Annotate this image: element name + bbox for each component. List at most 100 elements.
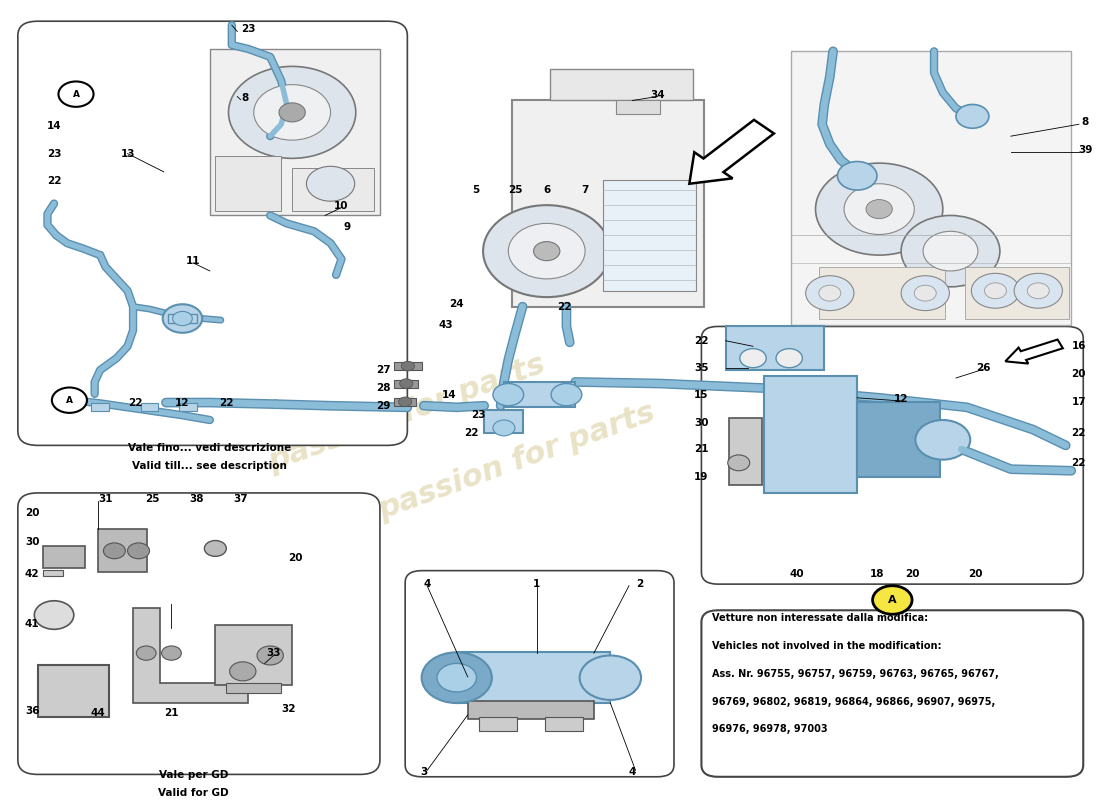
Bar bbox=[216, 626, 293, 685]
Bar bbox=[512, 101, 704, 306]
Circle shape bbox=[805, 276, 854, 310]
Circle shape bbox=[103, 543, 125, 558]
Bar bbox=[98, 529, 147, 572]
Circle shape bbox=[52, 387, 87, 413]
Bar bbox=[791, 51, 1071, 325]
Circle shape bbox=[163, 304, 202, 333]
Circle shape bbox=[901, 215, 1000, 287]
Circle shape bbox=[128, 543, 150, 558]
Circle shape bbox=[398, 397, 411, 406]
Text: 22: 22 bbox=[47, 176, 62, 186]
Text: 13: 13 bbox=[120, 149, 135, 158]
Bar bbox=[216, 156, 282, 211]
Bar bbox=[616, 100, 660, 114]
Polygon shape bbox=[133, 608, 249, 703]
Text: 44: 44 bbox=[90, 708, 106, 718]
Circle shape bbox=[254, 85, 331, 140]
Text: 21: 21 bbox=[694, 444, 708, 454]
Circle shape bbox=[866, 199, 892, 218]
Bar bbox=[484, 410, 522, 434]
Bar bbox=[210, 49, 380, 215]
Text: 32: 32 bbox=[282, 704, 296, 714]
Bar bbox=[227, 683, 282, 693]
Bar bbox=[293, 168, 374, 211]
Text: 14: 14 bbox=[46, 121, 62, 131]
Text: 41: 41 bbox=[25, 618, 40, 629]
Text: 22: 22 bbox=[694, 336, 708, 346]
Circle shape bbox=[421, 652, 492, 703]
Circle shape bbox=[173, 311, 192, 326]
Text: 22: 22 bbox=[464, 429, 478, 438]
Circle shape bbox=[399, 378, 412, 388]
Circle shape bbox=[508, 223, 585, 279]
Bar bbox=[394, 398, 416, 406]
Text: 12: 12 bbox=[894, 394, 909, 404]
Text: Valid for GD: Valid for GD bbox=[158, 789, 229, 798]
Circle shape bbox=[915, 420, 970, 460]
FancyBboxPatch shape bbox=[702, 610, 1084, 777]
Bar bbox=[550, 69, 693, 101]
Text: 36: 36 bbox=[25, 706, 40, 716]
Text: 29: 29 bbox=[376, 401, 390, 410]
Text: 17: 17 bbox=[1071, 397, 1086, 406]
Circle shape bbox=[815, 163, 943, 255]
Text: 28: 28 bbox=[376, 382, 390, 393]
Text: 20: 20 bbox=[968, 569, 983, 579]
Polygon shape bbox=[456, 651, 611, 703]
Text: 22: 22 bbox=[1071, 429, 1086, 438]
Circle shape bbox=[837, 162, 877, 190]
Circle shape bbox=[984, 283, 1006, 298]
Text: 43: 43 bbox=[439, 320, 453, 330]
Circle shape bbox=[914, 286, 936, 301]
Circle shape bbox=[1027, 283, 1049, 298]
Text: 20: 20 bbox=[288, 553, 302, 563]
Text: Valid till... see description: Valid till... see description bbox=[132, 461, 287, 471]
Bar bbox=[478, 718, 517, 731]
Bar bbox=[394, 362, 421, 370]
Text: 22: 22 bbox=[557, 302, 572, 312]
Circle shape bbox=[402, 362, 415, 371]
Text: 7: 7 bbox=[582, 185, 588, 195]
Circle shape bbox=[230, 662, 256, 681]
Text: Vehicles not involved in the modification:: Vehicles not involved in the modificatio… bbox=[713, 642, 942, 651]
Text: 22: 22 bbox=[219, 398, 233, 408]
Circle shape bbox=[728, 455, 750, 470]
Bar bbox=[394, 379, 418, 387]
Text: 2: 2 bbox=[636, 579, 644, 589]
Circle shape bbox=[257, 646, 284, 665]
Text: Vale per GD: Vale per GD bbox=[158, 770, 228, 780]
Text: 40: 40 bbox=[790, 569, 804, 579]
Circle shape bbox=[205, 541, 227, 556]
FancyBboxPatch shape bbox=[18, 22, 407, 446]
Text: 42: 42 bbox=[25, 569, 40, 579]
FancyArrow shape bbox=[690, 120, 774, 184]
Circle shape bbox=[551, 383, 582, 406]
Text: 4: 4 bbox=[424, 579, 431, 589]
Bar bbox=[504, 382, 575, 407]
Circle shape bbox=[279, 103, 306, 122]
Text: 1: 1 bbox=[534, 579, 540, 589]
Text: 24: 24 bbox=[450, 299, 464, 310]
Text: 8: 8 bbox=[1081, 117, 1089, 127]
FancyBboxPatch shape bbox=[405, 570, 674, 777]
Bar bbox=[91, 403, 109, 411]
Text: 4: 4 bbox=[628, 767, 636, 777]
Circle shape bbox=[534, 242, 560, 261]
Text: 33: 33 bbox=[266, 648, 280, 658]
Bar bbox=[468, 702, 594, 719]
Bar bbox=[729, 418, 762, 485]
Circle shape bbox=[901, 276, 949, 310]
Circle shape bbox=[844, 184, 914, 234]
Circle shape bbox=[1014, 274, 1063, 308]
Bar bbox=[764, 376, 857, 493]
FancyArrow shape bbox=[1005, 339, 1063, 363]
Text: 35: 35 bbox=[694, 362, 708, 373]
Bar bbox=[37, 665, 109, 717]
Bar bbox=[43, 570, 63, 576]
Text: 3: 3 bbox=[420, 767, 428, 777]
Text: 20: 20 bbox=[1071, 369, 1086, 379]
Text: 22: 22 bbox=[128, 398, 143, 408]
Circle shape bbox=[971, 274, 1020, 308]
Circle shape bbox=[956, 105, 989, 128]
Bar bbox=[168, 314, 197, 323]
